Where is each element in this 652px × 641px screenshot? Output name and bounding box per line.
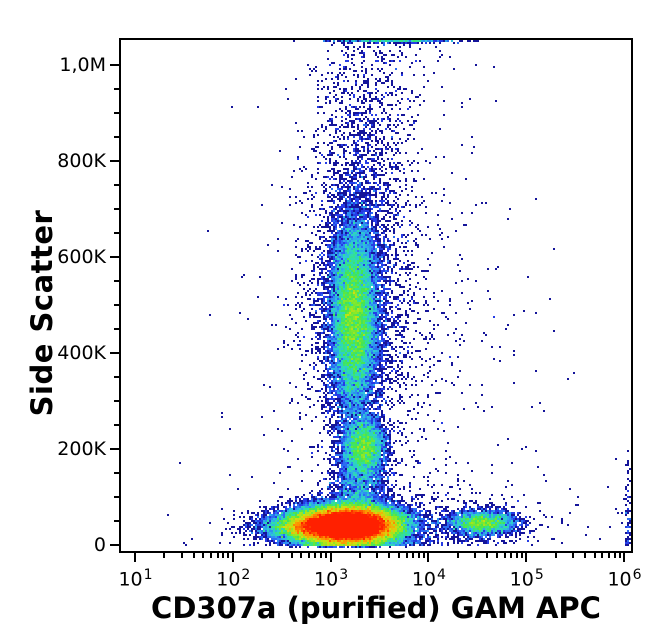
x-tick-label: 104 (411, 567, 446, 591)
x-minor-tick (222, 553, 225, 558)
y-minor-tick (114, 136, 119, 138)
x-minor-tick (210, 553, 213, 558)
x-minor-tick (607, 553, 610, 558)
x-major-tick (525, 553, 528, 562)
x-minor-tick (584, 553, 587, 558)
x-tick-label: 102 (216, 567, 251, 591)
y-major-tick (110, 352, 119, 354)
x-minor-tick (510, 553, 513, 558)
y-major-tick (110, 256, 119, 258)
x-minor-tick (261, 553, 264, 558)
x-minor-tick (495, 553, 498, 558)
x-minor-tick (412, 553, 415, 558)
x-minor-tick (601, 553, 604, 558)
y-tick-label: 800K (57, 150, 106, 172)
y-minor-tick (114, 376, 119, 378)
x-minor-tick (163, 553, 166, 558)
y-tick-label: 0 (93, 534, 106, 556)
x-major-tick (231, 553, 234, 562)
x-minor-tick (278, 553, 281, 558)
x-minor-tick (376, 553, 379, 558)
y-major-tick (110, 448, 119, 450)
y-minor-tick (114, 472, 119, 474)
y-minor-tick (114, 424, 119, 426)
plot-area (119, 38, 633, 553)
x-minor-tick (593, 553, 596, 558)
x-minor-tick (359, 553, 362, 558)
x-minor-tick (192, 553, 195, 558)
x-minor-tick (320, 553, 323, 558)
y-minor-tick (114, 520, 119, 522)
y-minor-tick (114, 400, 119, 402)
x-minor-tick (486, 553, 489, 558)
x-tick-label: 105 (509, 567, 544, 591)
x-minor-tick (325, 553, 328, 558)
y-tick-label: 200K (57, 438, 106, 460)
x-minor-tick (307, 553, 310, 558)
y-tick-label: 400K (57, 342, 106, 364)
y-minor-tick (114, 112, 119, 114)
y-minor-tick (114, 208, 119, 210)
x-minor-tick (618, 553, 621, 558)
y-major-tick (110, 544, 119, 546)
x-major-tick (623, 553, 625, 562)
x-minor-tick (422, 553, 425, 558)
x-minor-tick (314, 553, 317, 558)
y-major-tick (110, 160, 119, 162)
x-minor-tick (216, 553, 219, 558)
y-minor-tick (114, 88, 119, 90)
x-minor-tick (397, 553, 400, 558)
y-minor-tick (114, 304, 119, 306)
x-minor-tick (180, 553, 183, 558)
x-major-tick (329, 553, 332, 562)
y-axis-title: Side Scatter (25, 209, 59, 417)
x-minor-tick (405, 553, 408, 558)
x-minor-tick (227, 553, 230, 558)
x-minor-tick (515, 553, 518, 558)
x-axis-title: CD307a (purified) GAM APC (151, 591, 601, 625)
y-minor-tick (114, 184, 119, 186)
x-minor-tick (456, 553, 459, 558)
x-minor-tick (300, 553, 303, 558)
y-minor-tick (114, 232, 119, 234)
y-minor-tick (114, 280, 119, 282)
x-tick-label: 106 (607, 567, 642, 591)
x-minor-tick (571, 553, 574, 558)
x-major-tick (427, 553, 430, 562)
y-tick-label: 1,0M (59, 54, 106, 76)
x-minor-tick (474, 553, 477, 558)
y-minor-tick (114, 496, 119, 498)
x-minor-tick (503, 553, 506, 558)
x-minor-tick (417, 553, 420, 558)
y-tick-label: 600K (57, 246, 106, 268)
x-minor-tick (554, 553, 557, 558)
x-tick-label: 103 (314, 567, 349, 591)
density-canvas (121, 40, 631, 551)
x-minor-tick (290, 553, 293, 558)
x-minor-tick (202, 553, 205, 558)
y-major-tick (110, 64, 119, 66)
x-major-tick (134, 553, 136, 562)
x-minor-tick (613, 553, 616, 558)
x-minor-tick (388, 553, 391, 558)
x-minor-tick (520, 553, 523, 558)
x-tick-label: 101 (118, 567, 153, 591)
y-minor-tick (114, 328, 119, 330)
